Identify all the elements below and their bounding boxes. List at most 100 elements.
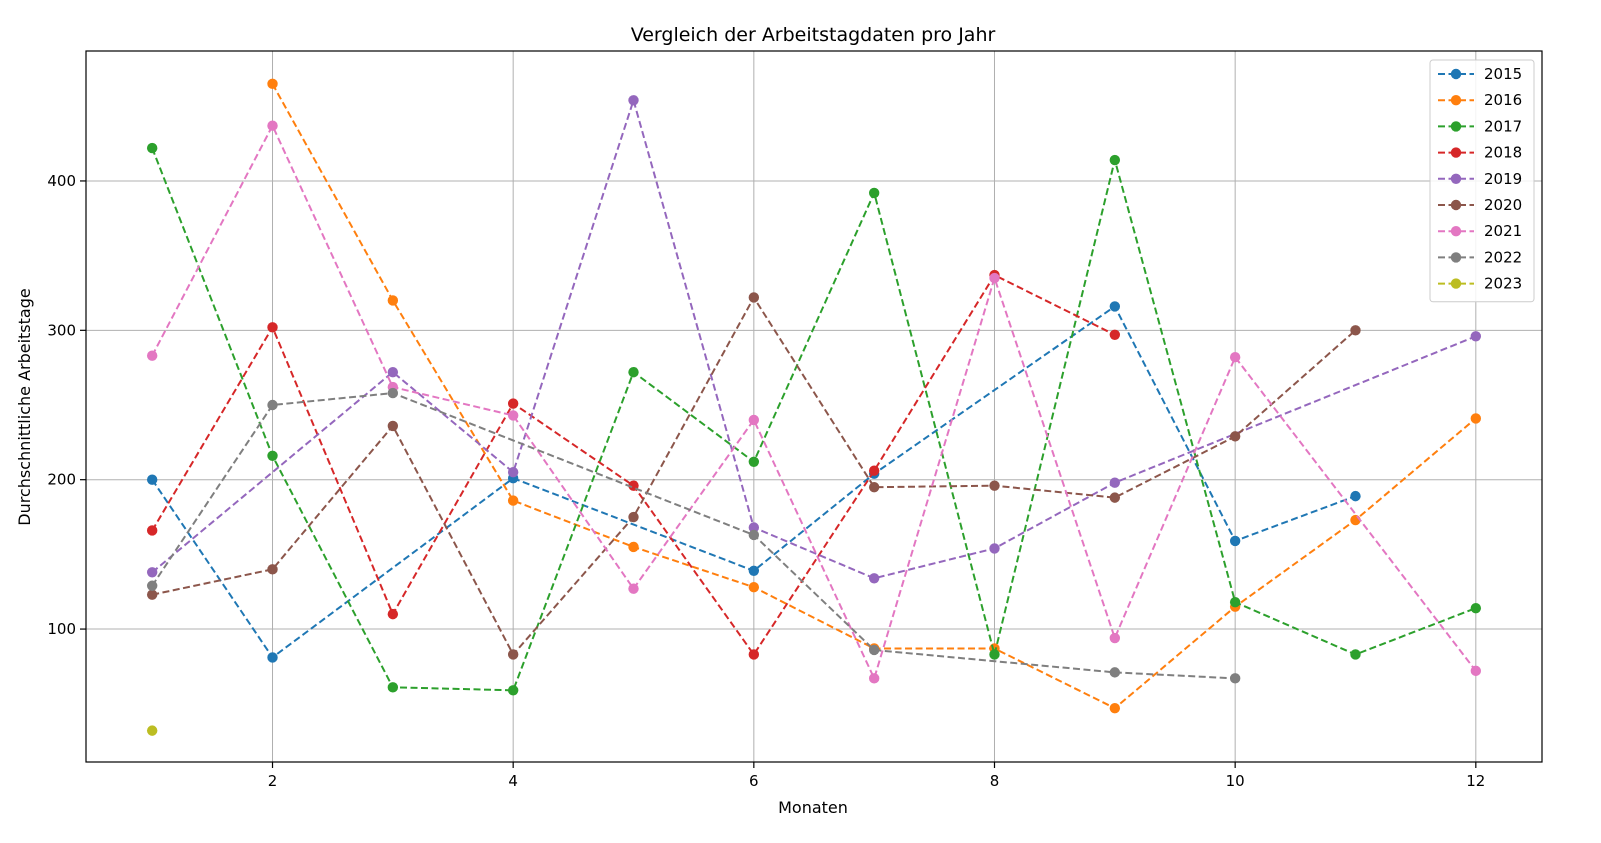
- data-point-2020: [1229, 431, 1241, 442]
- data-point-2015: [267, 652, 278, 663]
- data-point-2022: [387, 387, 399, 399]
- data-point-2019: [507, 467, 519, 478]
- data-point-2019: [387, 366, 399, 378]
- data-point-2015: [1350, 490, 1361, 502]
- data-point-2020: [628, 511, 639, 523]
- data-point-2018: [507, 398, 519, 409]
- grid: [86, 51, 1542, 762]
- data-point-2015: [146, 474, 158, 485]
- data-point-2019: [989, 543, 1000, 554]
- y-tick-label: 200: [47, 471, 76, 489]
- data-point-2019: [146, 567, 158, 578]
- data-point-2022: [146, 580, 158, 591]
- y-tick-label: 100: [47, 620, 76, 638]
- series-line-2015: [151, 304, 1356, 659]
- legend-label: 2020: [1484, 196, 1522, 214]
- data-point-2016: [628, 541, 639, 553]
- data-point-2020: [868, 481, 880, 493]
- series-2016: [267, 78, 1482, 714]
- legend-swatch-marker: [1450, 121, 1462, 132]
- data-point-2017: [628, 366, 639, 378]
- data-point-2017: [1109, 154, 1121, 166]
- data-point-2017: [267, 450, 278, 461]
- data-point-2021: [1109, 632, 1121, 644]
- data-point-2018: [387, 608, 399, 620]
- data-point-2022: [748, 529, 760, 541]
- legend-item-2023: 2023: [1438, 275, 1522, 293]
- data-point-2021: [1229, 352, 1241, 363]
- legend-item-2016: 2016: [1438, 91, 1522, 109]
- legend-item-2022: 2022: [1438, 248, 1522, 266]
- data-point-2017: [387, 682, 399, 693]
- legend-label: 2023: [1484, 275, 1522, 293]
- y-tick-label: 300: [47, 321, 76, 339]
- series-line-2021: [151, 123, 1477, 682]
- legend-label: 2018: [1484, 144, 1522, 162]
- legend-swatch-marker: [1450, 173, 1462, 184]
- series-2017: [146, 142, 1482, 696]
- legend-box: [1429, 59, 1535, 303]
- data-point-2017: [146, 142, 158, 154]
- series-2022: [146, 387, 1241, 684]
- data-point-2020: [1350, 325, 1361, 336]
- data-point-2016: [1109, 703, 1121, 714]
- data-point-2021: [868, 673, 880, 684]
- data-point-2019: [748, 522, 760, 533]
- data-point-2017: [748, 456, 760, 467]
- data-point-2017: [1470, 602, 1482, 614]
- data-point-2022: [267, 399, 278, 411]
- legend: 2015 2016 2017 2018 2019 2020 2021 2022 2023: [1429, 59, 1535, 303]
- series-2019: [146, 95, 1482, 584]
- legend-label: 2017: [1484, 117, 1522, 135]
- axes: 2 4 6 8 10 12 100 200 300 400: [47, 50, 1543, 790]
- legend-item-2020: 2020: [1438, 196, 1522, 214]
- legend-item-2015: 2015: [1438, 65, 1522, 83]
- data-point-2020: [1109, 492, 1121, 503]
- legend-label: 2022: [1484, 248, 1522, 266]
- series-2018: [146, 269, 1121, 660]
- y-axis-label: Durchschnittliche Arbeitstage: [15, 288, 34, 525]
- data-point-2017: [1350, 649, 1361, 660]
- data-point-2016: [507, 495, 519, 506]
- data-point-2018: [146, 525, 158, 536]
- series-line-2017: [151, 147, 1477, 692]
- x-axis-label: Monaten: [778, 798, 848, 817]
- x-tick-label: 12: [1466, 772, 1485, 790]
- data-point-2021: [507, 410, 519, 421]
- series-2020: [146, 292, 1361, 660]
- legend-swatch-marker: [1450, 226, 1462, 237]
- data-point-2018: [868, 465, 880, 476]
- legend-label: 2019: [1484, 170, 1522, 188]
- data-point-2019: [628, 95, 639, 106]
- legend-item-2021: 2021: [1438, 222, 1522, 240]
- data-point-2020: [267, 564, 278, 575]
- series-line-2018: [151, 273, 1116, 657]
- data-point-2016: [267, 78, 278, 90]
- legend-item-2019: 2019: [1438, 170, 1522, 188]
- data-point-2016: [1470, 413, 1482, 424]
- data-point-2017: [1229, 596, 1241, 608]
- data-point-2019: [868, 573, 880, 584]
- legend-swatch-marker: [1450, 147, 1462, 158]
- legend-swatch-marker: [1450, 95, 1462, 106]
- data-point-2015: [1229, 535, 1241, 547]
- x-tick-label: 6: [749, 772, 759, 790]
- data-point-2020: [387, 420, 399, 432]
- y-tick-label: 400: [47, 172, 76, 190]
- x-tick-label: 2: [268, 772, 278, 790]
- x-tick-label: 10: [1226, 772, 1245, 790]
- data-point-2017: [868, 187, 880, 199]
- data-point-2020: [989, 480, 1000, 491]
- data-point-2018: [267, 322, 278, 333]
- data-point-2017: [989, 649, 1000, 660]
- legend-item-2018: 2018: [1438, 144, 1522, 162]
- data-point-2021: [267, 120, 278, 131]
- data-point-2016: [387, 295, 399, 306]
- legend-item-2017: 2017: [1438, 117, 1522, 135]
- data-point-2019: [1470, 331, 1482, 342]
- legend-label: 2021: [1484, 222, 1522, 240]
- data-point-2022: [868, 644, 880, 656]
- data-point-2020: [748, 292, 760, 303]
- data-point-2021: [146, 350, 158, 361]
